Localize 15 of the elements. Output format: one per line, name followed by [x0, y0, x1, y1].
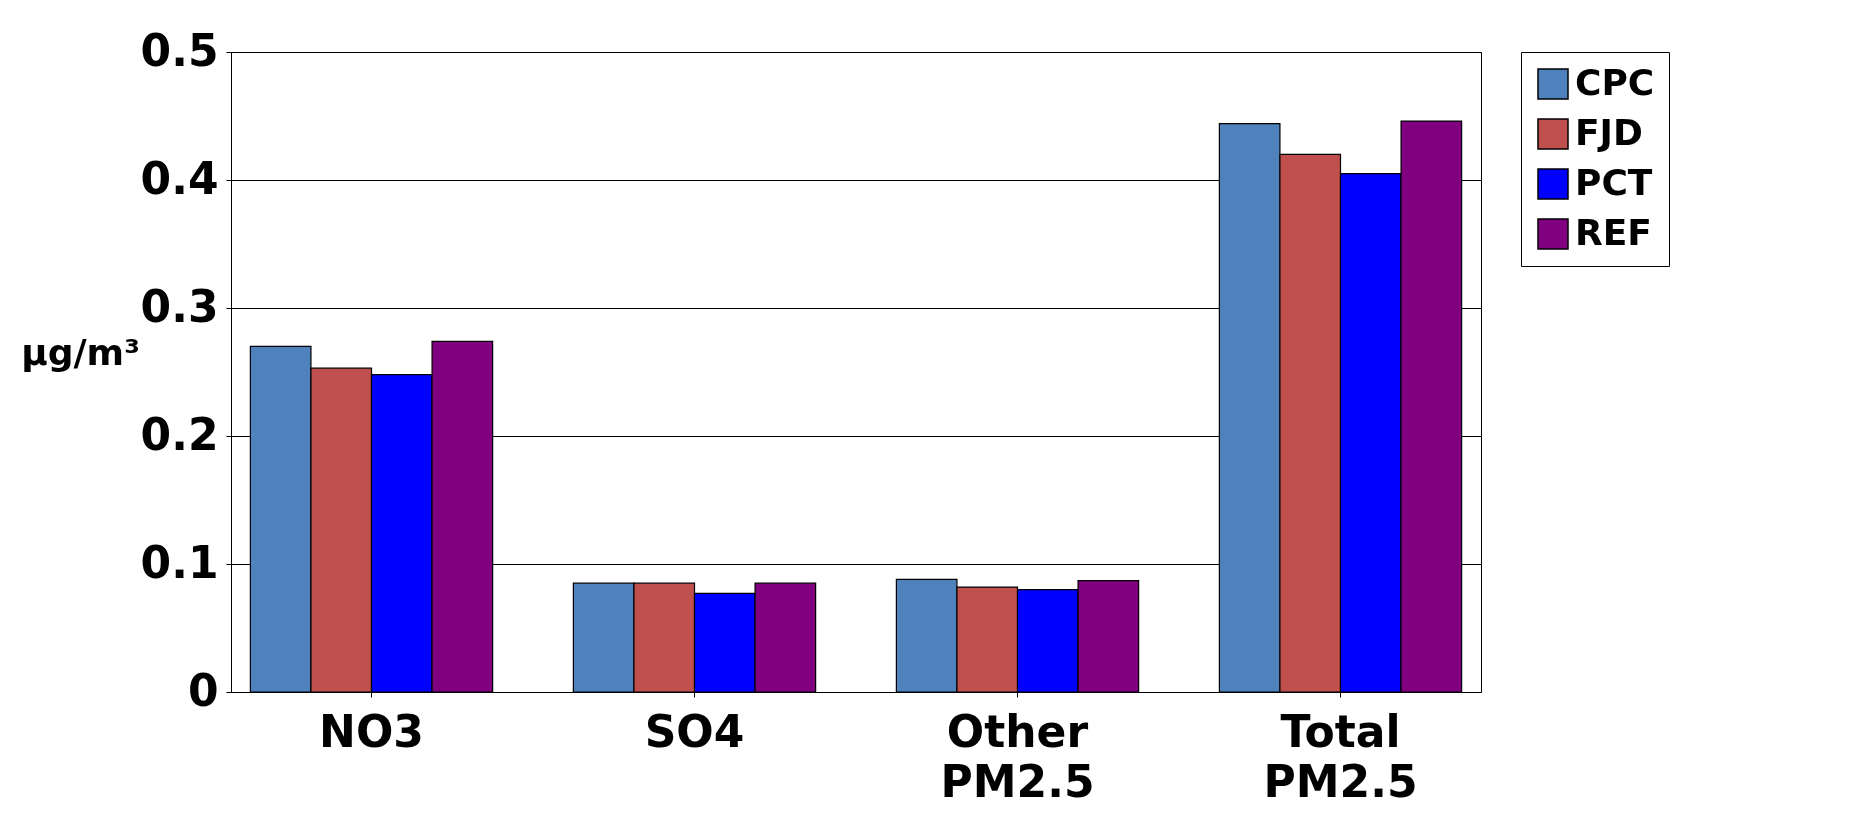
y-tick-label: 0.4 [140, 152, 219, 204]
legend-label: FJD [1575, 112, 1643, 153]
y-tick-label: 0 [187, 664, 219, 716]
legend-label: REF [1575, 212, 1652, 253]
y-tick-label: 0.5 [140, 24, 219, 76]
y-tick-label: 0.2 [140, 408, 219, 460]
x-tick-label: Other PM2.5 [940, 705, 1095, 807]
legend-label: CPC [1575, 62, 1655, 103]
x-tick-label: Total PM2.5 [1263, 705, 1418, 807]
y-tick-label: 0.3 [140, 280, 219, 332]
y-axis-title: µg/m³ [21, 331, 140, 373]
x-tick-label: SO4 [644, 705, 745, 757]
x-tick-label: NO3 [319, 705, 424, 757]
legend-label: PCT [1575, 162, 1653, 203]
y-tick-label: 0.1 [140, 536, 219, 588]
